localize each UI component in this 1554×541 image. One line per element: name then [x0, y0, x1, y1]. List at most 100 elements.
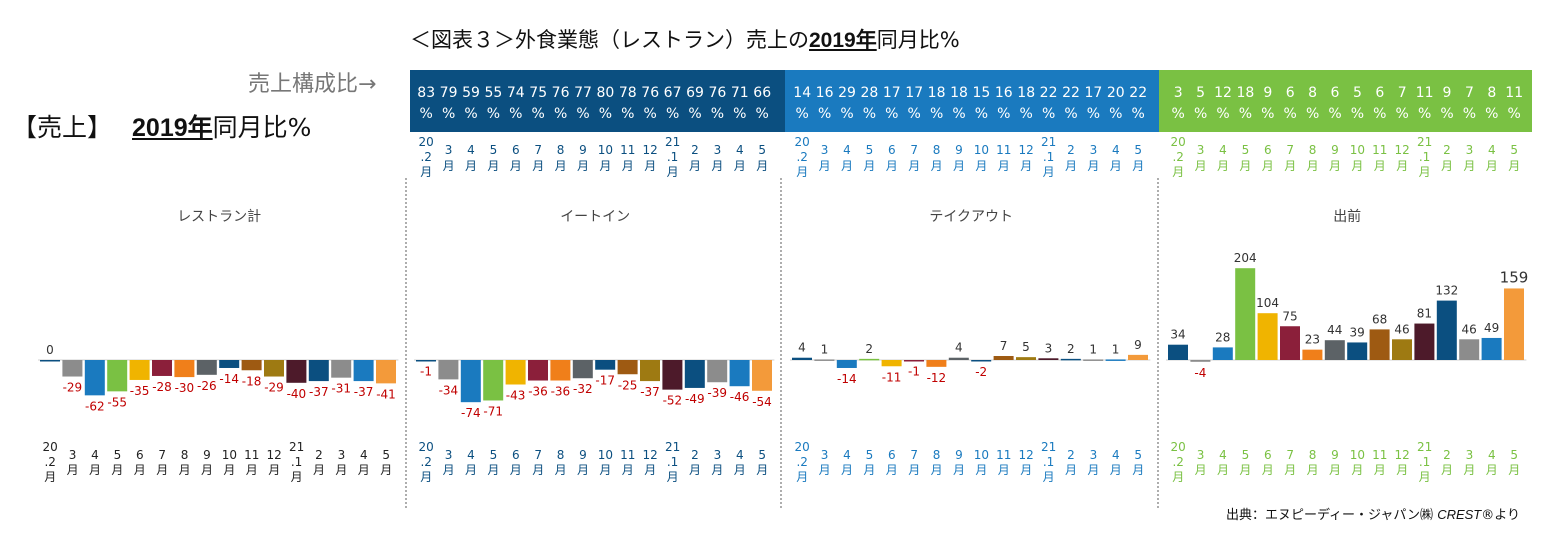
composition-value: 28 [860, 85, 878, 101]
bar [1128, 354, 1148, 360]
composition-value: 11 [1416, 85, 1434, 101]
bottom-month-label: 月 [291, 470, 303, 484]
bar-value-label: -26 [197, 379, 217, 393]
bar-value-label: 4 [798, 341, 806, 355]
bar [528, 360, 548, 381]
bottom-month-label: 月 [179, 463, 191, 477]
composition-value: 22 [1040, 85, 1058, 101]
bar [1016, 357, 1036, 360]
bottom-month-label: 月 [380, 463, 392, 477]
top-month-label: 5 [866, 143, 874, 157]
bottom-month-label: 月 [931, 463, 943, 477]
composition-percent: % [554, 106, 567, 122]
bar-value-label: 1 [1089, 342, 1097, 356]
top-month-label: 7 [910, 143, 918, 157]
bar-value-label: -28 [152, 380, 172, 394]
top-month-label: 5 [758, 143, 766, 157]
left-title-year: 2019年 [132, 114, 213, 142]
bottom-month-label: 月 [420, 470, 432, 484]
left-title-bracket: 【売上】 [12, 113, 113, 142]
composition-value: 11 [1505, 85, 1523, 101]
top-month-label: 月 [1419, 165, 1431, 179]
composition-percent: % [1132, 106, 1145, 122]
top-month-label: 月 [1110, 159, 1122, 173]
top-month-label: 月 [1441, 159, 1453, 173]
bar [1436, 300, 1457, 360]
top-month-label: 月 [487, 159, 499, 173]
composition-percent: % [1351, 106, 1364, 122]
bar [264, 360, 284, 377]
bar [1060, 358, 1081, 361]
bottom-month-label: 月 [975, 463, 987, 477]
bottom-month-label: 4 [91, 448, 99, 462]
composition-value: 3 [1174, 85, 1183, 101]
composition-percent: % [1463, 106, 1476, 122]
composition-value: 76 [641, 85, 659, 101]
top-month-label: 月 [1508, 159, 1520, 173]
top-month-label: 21 [1417, 135, 1432, 149]
top-month-label: 月 [465, 159, 477, 173]
composition-value: 76 [708, 85, 726, 101]
top-month-label: 月 [1239, 159, 1251, 173]
bottom-month-label: 5 [758, 448, 766, 462]
top-month-label: 月 [1351, 159, 1363, 173]
top-month-label: 月 [1087, 159, 1099, 173]
top-month-label: 8 [933, 143, 941, 157]
composition-percent: % [930, 106, 943, 122]
composition-percent: % [1508, 106, 1521, 122]
bar-value-label: -29 [63, 381, 83, 395]
bar-value-label: -1 [420, 365, 432, 379]
top-month-label: 月 [1020, 159, 1032, 173]
bar-value-label: -25 [618, 378, 638, 392]
top-month-label: 3 [1090, 143, 1098, 157]
bar [376, 360, 396, 384]
bottom-month-label: 6 [136, 448, 144, 462]
top-month-label: 月 [1307, 159, 1319, 173]
composition-percent: % [442, 106, 455, 122]
bar [1235, 268, 1256, 360]
top-month-label: 9 [579, 143, 587, 157]
bottom-month-label: 20 [795, 440, 810, 454]
composition-percent: % [621, 106, 634, 122]
composition-value: 83 [417, 85, 435, 101]
bar-value-label: 4 [955, 341, 963, 355]
top-month-label: 月 [577, 159, 589, 173]
composition-value: 55 [484, 85, 502, 101]
bottom-month-label: 月 [908, 463, 920, 477]
composition-value: 9 [1263, 85, 1272, 101]
bar [904, 360, 924, 362]
top-month-label: 4 [736, 143, 744, 157]
bar-value-label: 68 [1372, 312, 1387, 326]
composition-percent: % [885, 106, 898, 122]
top-month-label: 6 [888, 143, 896, 157]
composition-percent: % [1216, 106, 1229, 122]
bottom-month-label: 月 [1087, 463, 1099, 477]
bar-value-label: 159 [1500, 268, 1529, 286]
bottom-month-label: 月 [734, 463, 746, 477]
bottom-month-label: 月 [465, 463, 477, 477]
bar [662, 360, 683, 390]
bottom-month-label: 月 [335, 463, 347, 477]
top-month-label: 月 [1486, 159, 1498, 173]
composition-percent: % [975, 106, 988, 122]
source-text: 出典：エヌピーディー・ジャパン㈱ CREST®より [1225, 507, 1520, 523]
bottom-month-label: 月 [1508, 463, 1520, 477]
top-month-label: 月 [1463, 159, 1475, 173]
top-month-label: 月 [1065, 159, 1077, 173]
composition-percent: % [688, 106, 701, 122]
composition-percent: % [509, 106, 522, 122]
composition-value: 7 [1465, 85, 1474, 101]
bottom-month-label: 5 [1510, 448, 1518, 462]
bottom-month-label: 4 [467, 448, 475, 462]
bar-value-label: -37 [354, 385, 374, 399]
composition-value: 71 [731, 85, 749, 101]
top-month-label: .1 [1419, 150, 1430, 164]
bottom-month-label: 月 [1217, 463, 1229, 477]
composition-value: 5 [1353, 85, 1362, 101]
bottom-month-label: 月 [1172, 470, 1184, 484]
bottom-month-label: 月 [487, 463, 499, 477]
composition-value: 6 [1286, 85, 1295, 101]
bar [1392, 339, 1412, 360]
top-month-label: 月 [532, 159, 544, 173]
bottom-month-label: 月 [819, 463, 831, 477]
